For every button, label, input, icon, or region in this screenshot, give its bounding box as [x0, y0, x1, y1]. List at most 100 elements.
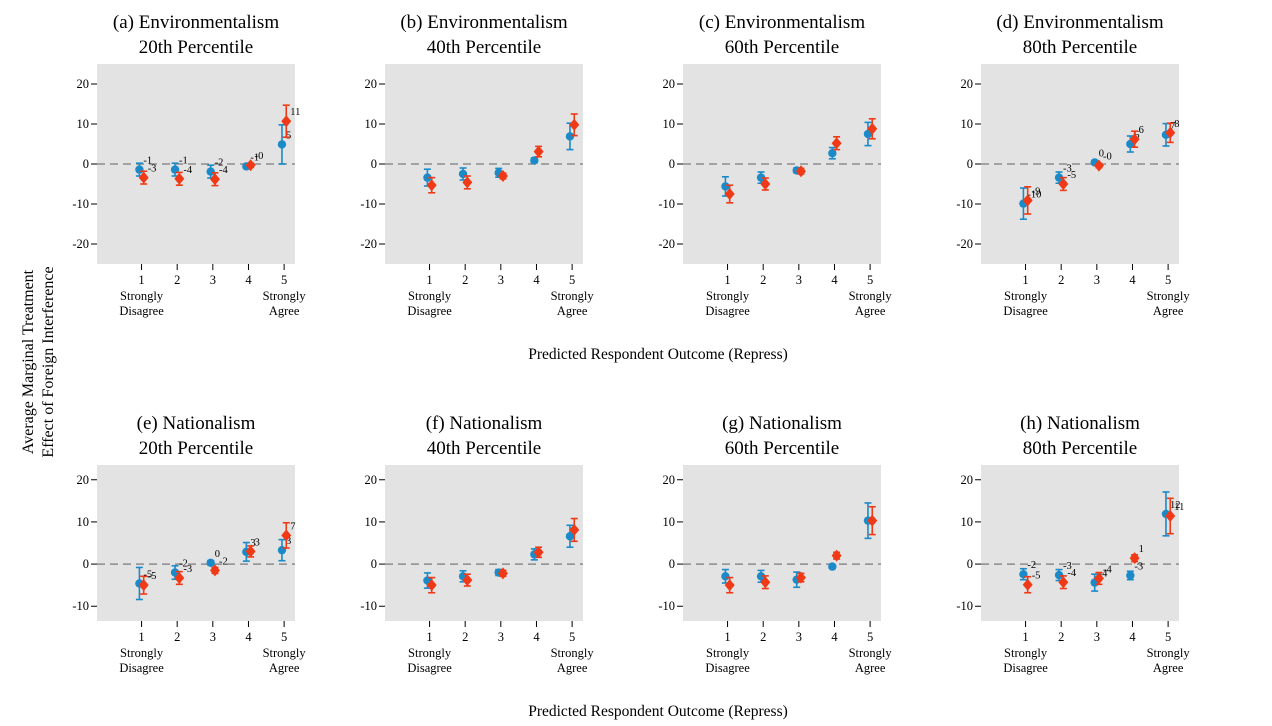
point-circle [277, 545, 287, 555]
x-tick-label: 1 [1022, 273, 1028, 287]
data-label: -4 [183, 165, 192, 176]
point-circle [135, 165, 144, 174]
data-label: -2 [219, 556, 228, 567]
point-diamond [724, 579, 735, 592]
x-end-label-left: Disagree [407, 304, 452, 318]
y-tick-label: 10 [961, 117, 974, 131]
x-end-label-left: Disagree [705, 304, 750, 318]
point-diamond [569, 523, 580, 536]
x-end-label-left: Disagree [119, 304, 164, 318]
y-tick-label: 0 [967, 557, 973, 571]
point-diamond [1022, 578, 1033, 591]
point-diamond [1129, 133, 1140, 146]
point-circle [1054, 570, 1064, 580]
data-label: -4 [1067, 568, 1076, 579]
x-tick-label: 2 [462, 273, 468, 287]
x-tick-label: 3 [1094, 630, 1100, 644]
x-end-label-right: Strongly [1147, 646, 1191, 660]
data-label: -5 [1032, 571, 1041, 582]
x-tick-label: 1 [426, 630, 432, 644]
point-circle [828, 562, 837, 571]
x-tick-label: 3 [498, 273, 504, 287]
x-tick-label: 2 [1058, 273, 1064, 287]
y-tick-label: 10 [77, 117, 90, 131]
data-label: 3 [250, 538, 255, 549]
point-diamond [426, 579, 437, 592]
y-tick-label: 0 [371, 557, 377, 571]
x-end-label-right: Agree [855, 304, 886, 318]
data-label: 6 [1139, 125, 1144, 136]
panel-title: (b) Environmentalism [400, 12, 567, 33]
panel-title: (a) Environmentalism [113, 12, 279, 33]
panel-title: (d) Environmentalism [996, 12, 1163, 33]
point-diamond [1058, 178, 1069, 190]
point-diamond [1058, 576, 1069, 589]
point-diamond [831, 137, 842, 150]
data-label: -3 [1063, 164, 1072, 175]
y-tick-label: -10 [658, 599, 675, 613]
point-diamond [760, 178, 771, 190]
y-tick-label: 20 [365, 473, 378, 487]
x-tick-label: 2 [174, 273, 180, 287]
y-tick-label: -10 [72, 599, 89, 613]
x-end-label-left: Strongly [706, 646, 750, 660]
x-tick-label: 4 [533, 630, 540, 644]
point-diamond [174, 172, 185, 185]
data-label: 5 [286, 130, 291, 141]
y-tick-label: 0 [83, 157, 89, 171]
data-label: 0 [1099, 148, 1104, 159]
point-diamond [724, 188, 735, 200]
data-label: -5 [143, 569, 152, 580]
x-end-label-right: Strongly [551, 646, 595, 660]
y-axis-label-line1: Average Marginal Treatment [20, 269, 37, 454]
panel-f: (f) Nationalism 40th Percentile -10 0 10 20 1 2… [360, 413, 594, 675]
panel-subtitle: 80th Percentile [1023, 37, 1138, 58]
panel-d: (d) Environmentalism 80th Percentile -20 -1… [956, 12, 1190, 318]
point-diamond [831, 549, 842, 562]
x-tick-label: 5 [1165, 630, 1171, 644]
x-tick-label: 4 [1129, 273, 1136, 287]
x-end-label-right: Agree [1153, 304, 1184, 318]
point-diamond [497, 567, 508, 580]
panel-subtitle: 80th Percentile [1023, 438, 1138, 459]
data-label: 11 [1174, 502, 1184, 513]
x-tick-label: 2 [174, 630, 180, 644]
panel-subtitle: 40th Percentile [427, 37, 542, 58]
data-label: -4 [1103, 564, 1112, 575]
point-diamond [1093, 572, 1104, 585]
x-tick-label: 5 [281, 630, 287, 644]
x-tick-label: 3 [498, 630, 504, 644]
y-tick-label: 20 [663, 473, 676, 487]
point-circle [721, 572, 730, 581]
point-diamond [245, 545, 256, 558]
data-label: -4 [1099, 569, 1108, 580]
data-label: -5 [148, 571, 157, 582]
point-diamond [533, 145, 544, 158]
data-label: 0 [215, 549, 220, 560]
data-label: -2 [215, 158, 224, 169]
y-tick-label: 10 [663, 117, 676, 131]
data-label: -3 [1063, 561, 1072, 572]
point-diamond [281, 529, 292, 542]
point-circle [565, 532, 575, 541]
x-end-label-right: Agree [269, 661, 300, 675]
y-tick-label: 0 [669, 157, 675, 171]
point-diamond [245, 159, 256, 172]
point-diamond [760, 576, 771, 589]
y-tick-label: -20 [72, 237, 89, 251]
x-end-label-right: Strongly [849, 646, 893, 660]
x-tick-label: 4 [245, 630, 252, 644]
panel-title: (f) Nationalism [426, 413, 543, 434]
x-end-label-left: Disagree [119, 661, 164, 675]
y-tick-label: 20 [365, 77, 378, 91]
y-axis-label-line2: Effect of Foreign Interference [40, 266, 57, 457]
plot-background [683, 465, 881, 621]
panel-title: (c) Environmentalism [699, 12, 865, 33]
x-end-label-left: Disagree [1003, 661, 1048, 675]
x-tick-label: 4 [533, 273, 540, 287]
y-tick-label: -10 [658, 197, 675, 211]
y-tick-label: 0 [371, 157, 377, 171]
point-circle [458, 169, 468, 179]
